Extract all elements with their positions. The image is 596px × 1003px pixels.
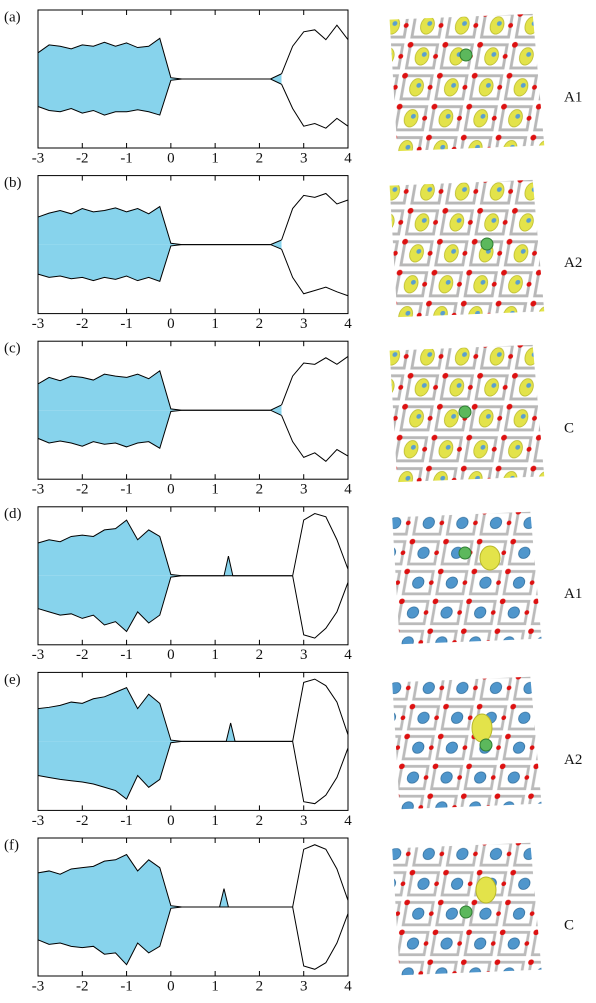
dopant-atom [460,906,472,918]
structure-label: A1 [564,89,582,105]
figure: (a) A1 -3 -2 -1 0 1 2 3 4 (b) A2 -3 -2 -1 0 1 2 3 4 (c) C -3 -2… [0,0,596,1003]
x-tick-label: 4 [344,482,352,498]
x-tick-label: 0 [167,978,175,994]
x-tick-label: 0 [167,150,175,166]
x-tick-label: 2 [256,647,264,663]
area-fill [38,410,282,448]
area-fill [282,25,348,79]
panel-label: (a) [4,9,21,25]
x-tick-label: -1 [120,482,133,498]
structure-label: A2 [564,752,582,768]
x-tick-label: -3 [32,647,45,663]
x-tick-label: 2 [256,813,264,829]
area-fill [293,907,348,969]
x-tick-label: -1 [120,316,133,332]
area-fill [38,741,293,799]
x-tick-label: 2 [256,978,264,994]
x-tick-label: 4 [344,813,352,829]
panel-label: (f) [4,837,19,853]
dopant-atom [460,49,472,61]
x-tick-label: -3 [32,978,45,994]
dopant-atom [459,406,471,418]
x-tick-label: -1 [120,813,133,829]
charge-density [476,877,496,903]
structure-label: A2 [564,255,582,271]
dopant-atom [459,547,471,559]
page: {"chart_data": [ {"type": "area", "label… [0,0,596,1003]
x-tick-label: 4 [344,150,352,166]
x-tick-label: -2 [76,316,89,332]
panel-label: (e) [4,672,21,688]
charge-density [480,546,500,570]
dopant-atom [481,238,493,250]
x-tick-label: 0 [167,316,175,332]
x-tick-label: 1 [211,150,219,166]
x-tick-label: 1 [211,482,219,498]
area-fill [282,410,348,461]
x-tick-label: 1 [211,978,219,994]
structure-image [390,14,545,151]
structure-label: A1 [564,586,582,602]
x-tick-label: 0 [167,482,175,498]
area-fill [293,741,348,803]
x-tick-label: 1 [211,647,219,663]
dopant-atom [480,739,492,751]
x-tick-label: -2 [76,647,89,663]
x-tick-label: 3 [300,316,308,332]
panel-label: (c) [4,341,21,357]
area-fill [293,514,348,576]
x-tick-label: -3 [32,150,45,166]
x-tick-label: -1 [120,150,133,166]
x-tick-label: -2 [76,978,89,994]
x-tick-label: 4 [344,647,352,663]
structure-label: C [564,917,574,933]
x-tick-label: 0 [167,813,175,829]
area-fill [38,520,293,576]
area-fill [38,38,282,79]
x-tick-label: 2 [256,150,264,166]
structure-image [392,512,541,645]
area-fill [282,79,348,128]
x-tick-label: 3 [300,978,308,994]
area-fill [293,576,348,638]
x-tick-label: -2 [76,482,89,498]
x-tick-label: -3 [32,482,45,498]
x-tick-label: -2 [76,813,89,829]
area-fill [38,245,282,282]
x-tick-label: 0 [167,647,175,663]
x-tick-label: -1 [120,647,133,663]
area-fill [38,855,293,907]
x-tick-label: 2 [256,316,264,332]
area-fill [282,245,348,296]
x-tick-label: 3 [300,482,308,498]
area-fill [38,688,293,742]
x-tick-label: -3 [32,316,45,332]
structure-label: C [564,421,574,437]
structure-image [390,180,545,317]
x-tick-label: 3 [300,813,308,829]
x-tick-label: 4 [344,978,352,994]
x-tick-label: 3 [300,150,308,166]
x-tick-label: -3 [32,813,45,829]
structure-image [392,677,541,810]
x-tick-label: -2 [76,150,89,166]
area-fill [282,193,348,244]
area-fill [38,907,293,965]
panel-label: (b) [4,175,22,191]
x-tick-label: 2 [256,482,264,498]
x-tick-label: 4 [344,316,352,332]
x-tick-label: 1 [211,316,219,332]
x-tick-label: -1 [120,978,133,994]
x-tick-label: 1 [211,813,219,829]
panel-label: (d) [4,506,22,522]
charge-density [472,714,492,742]
structure-images [390,14,545,975]
x-tick-label: 3 [300,647,308,663]
area-fill [38,576,293,632]
